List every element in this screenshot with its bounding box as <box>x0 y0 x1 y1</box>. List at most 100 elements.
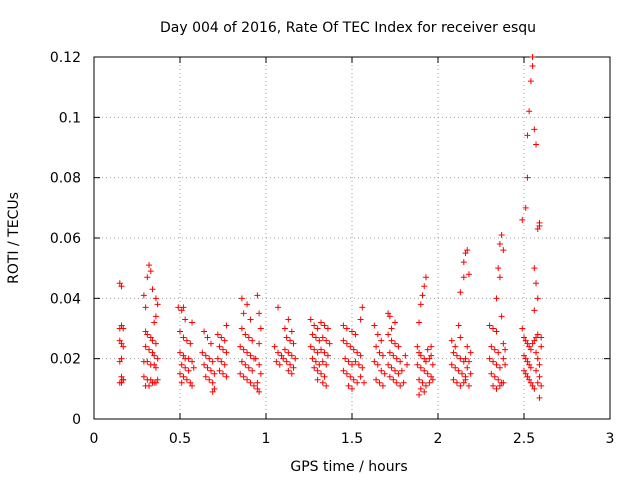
data-point <box>142 304 149 311</box>
data-point <box>533 334 540 341</box>
data-point <box>538 343 545 350</box>
data-point <box>417 364 424 371</box>
data-point <box>486 322 493 329</box>
data-point <box>309 355 316 362</box>
data-point <box>271 343 278 350</box>
grid-lines <box>94 57 610 419</box>
data-point <box>538 382 545 389</box>
data-point <box>207 340 214 347</box>
data-point <box>538 334 545 341</box>
data-point <box>257 370 264 377</box>
data-point <box>319 358 326 365</box>
data-point <box>465 358 472 365</box>
data-point <box>146 382 153 389</box>
data-point <box>323 337 330 344</box>
data-point <box>527 379 534 386</box>
data-point <box>292 355 299 362</box>
data-point <box>496 274 503 281</box>
data-point <box>493 361 500 368</box>
data-point <box>323 361 330 368</box>
data-point <box>493 328 500 335</box>
data-point <box>256 388 263 395</box>
data-point <box>240 310 247 317</box>
data-point <box>455 322 462 329</box>
data-point <box>187 340 194 347</box>
data-point <box>404 361 411 368</box>
data-point <box>400 379 407 386</box>
data-point <box>385 310 392 317</box>
data-point <box>218 334 225 341</box>
data-point <box>421 367 428 374</box>
data-point <box>314 376 321 383</box>
data-point <box>146 262 153 269</box>
data-point <box>152 364 159 371</box>
data-point <box>378 367 385 374</box>
data-point <box>349 361 355 368</box>
data-point <box>495 349 502 356</box>
data-point <box>419 292 426 299</box>
data-point <box>500 247 507 254</box>
data-point <box>414 361 421 368</box>
data-point <box>522 370 529 377</box>
data-point <box>238 358 245 365</box>
data-point <box>422 358 429 365</box>
y-tick-label: 0.04 <box>50 291 81 307</box>
data-point <box>522 204 529 211</box>
data-point <box>349 385 355 392</box>
data-point <box>529 340 536 347</box>
data-point <box>204 334 211 341</box>
data-point <box>500 340 507 347</box>
data-point <box>144 358 151 365</box>
data-point <box>462 250 469 257</box>
data-point <box>345 358 352 365</box>
data-point <box>278 352 285 359</box>
data-point <box>178 379 185 386</box>
data-point <box>247 352 254 359</box>
data-point <box>521 334 527 341</box>
data-point <box>460 274 467 281</box>
data-point <box>118 373 125 380</box>
data-point <box>376 349 383 356</box>
data-point <box>223 349 230 356</box>
data-point <box>533 349 540 356</box>
data-point <box>220 346 226 353</box>
data-point <box>464 364 471 371</box>
data-point <box>490 358 497 365</box>
data-point <box>116 337 123 344</box>
data-point <box>355 361 362 368</box>
data-point <box>371 322 378 329</box>
data-point <box>318 370 325 377</box>
data-point <box>311 322 318 329</box>
data-point <box>502 361 509 368</box>
data-point <box>429 376 436 383</box>
data-point <box>534 295 541 302</box>
data-point <box>321 373 328 380</box>
data-point <box>496 382 503 389</box>
data-point <box>531 307 538 314</box>
data-point <box>342 355 349 362</box>
data-point <box>529 54 536 60</box>
data-point <box>116 280 123 287</box>
data-point <box>379 382 386 389</box>
data-point <box>244 301 251 308</box>
x-tick-label: 0.5 <box>169 431 191 447</box>
data-point <box>118 379 125 386</box>
data-point <box>316 361 323 368</box>
data-point <box>393 379 400 386</box>
data-point <box>149 379 156 386</box>
data-point <box>450 376 457 383</box>
data-point <box>287 337 294 344</box>
x-tick-label: 0 <box>90 431 99 447</box>
data-point <box>534 331 541 338</box>
data-point <box>340 322 347 329</box>
data-point <box>527 364 534 371</box>
data-point <box>175 304 182 311</box>
chart-title: Day 004 of 2016, Rate Of TEC Index for r… <box>160 20 536 36</box>
data-point <box>428 373 435 380</box>
data-point <box>237 370 244 377</box>
data-point <box>152 340 159 347</box>
data-point <box>429 361 436 368</box>
data-point <box>533 367 540 374</box>
data-point <box>309 331 316 338</box>
